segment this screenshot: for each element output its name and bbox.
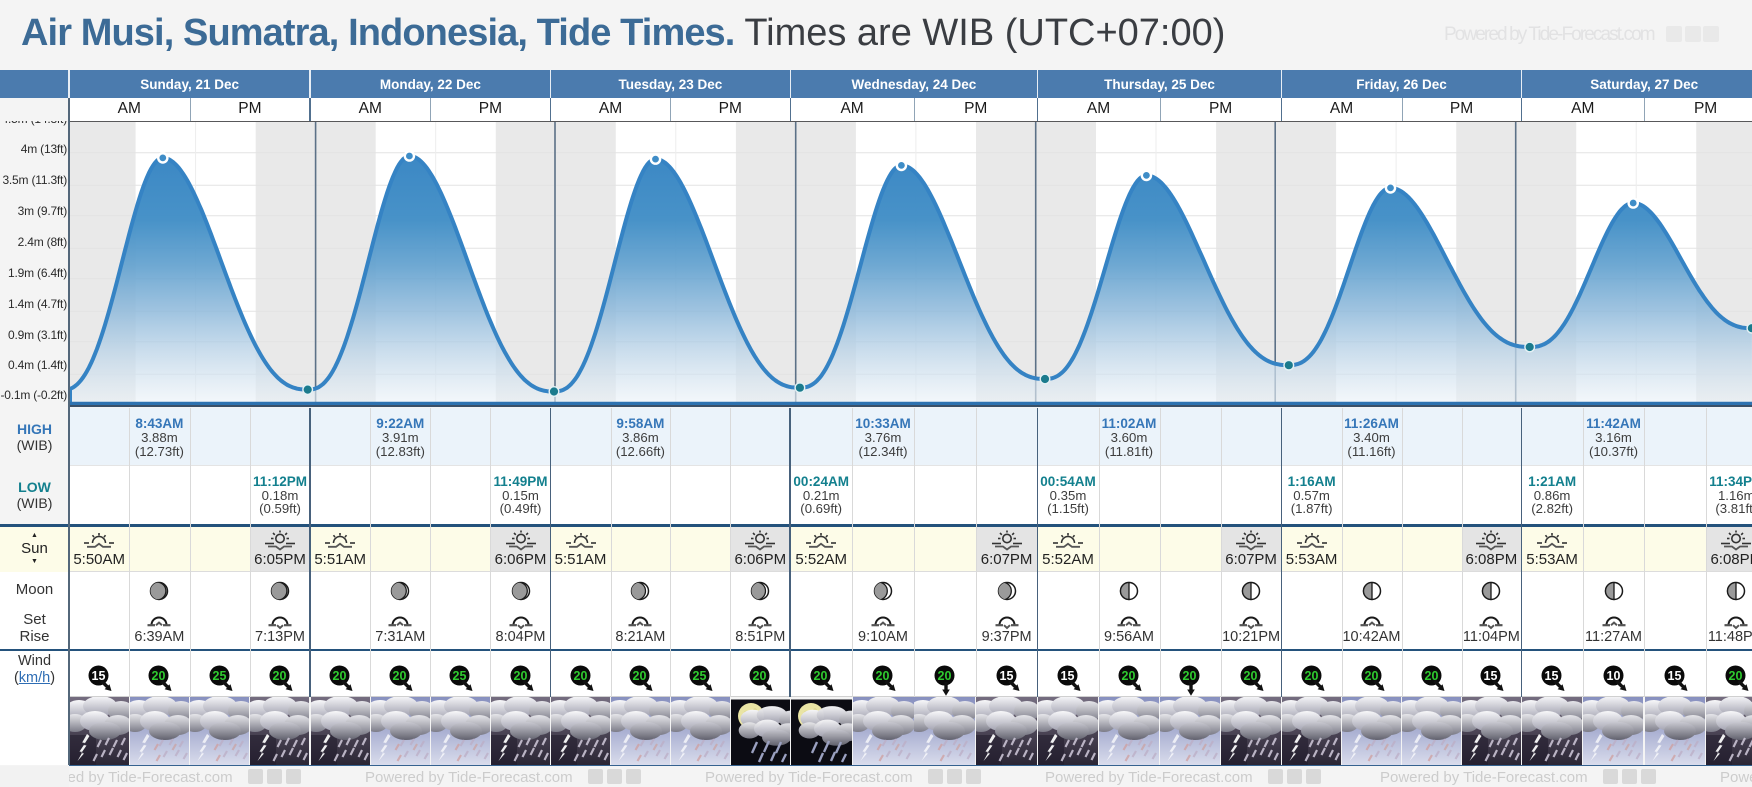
svg-text:20: 20: [753, 669, 767, 683]
svg-text:20: 20: [1183, 669, 1197, 683]
svg-text:10: 10: [1606, 669, 1620, 683]
svg-text:25: 25: [212, 669, 226, 683]
svg-text:25: 25: [453, 669, 467, 683]
svg-text:20: 20: [1364, 669, 1378, 683]
svg-text:15: 15: [1667, 669, 1681, 683]
svg-text:20: 20: [633, 669, 647, 683]
svg-text:20: 20: [876, 669, 890, 683]
svg-text:20: 20: [1424, 669, 1438, 683]
svg-text:15: 15: [92, 669, 106, 683]
svg-text:20: 20: [333, 669, 347, 683]
svg-text:15: 15: [1061, 669, 1075, 683]
svg-text:15: 15: [1545, 669, 1559, 683]
svg-text:20: 20: [393, 669, 407, 683]
svg-text:20: 20: [513, 669, 527, 683]
svg-text:15: 15: [999, 669, 1013, 683]
svg-text:20: 20: [1244, 669, 1258, 683]
svg-text:20: 20: [152, 669, 166, 683]
svg-text:20: 20: [937, 669, 951, 683]
svg-text:25: 25: [693, 669, 707, 683]
svg-text:20: 20: [1304, 669, 1318, 683]
svg-text:20: 20: [1729, 669, 1743, 683]
svg-text:20: 20: [273, 669, 287, 683]
svg-text:20: 20: [573, 669, 587, 683]
svg-text:20: 20: [1122, 669, 1136, 683]
svg-text:15: 15: [1484, 669, 1498, 683]
svg-text:20: 20: [814, 669, 828, 683]
